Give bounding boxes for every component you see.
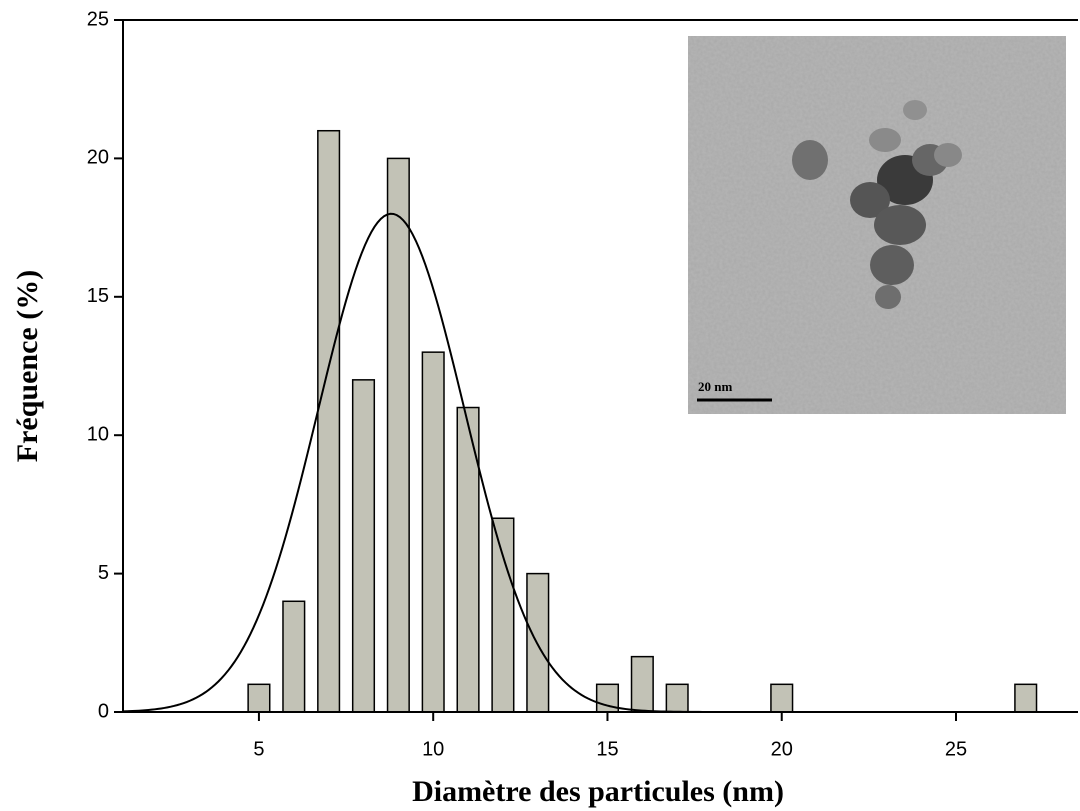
y-tick-label: 20	[87, 147, 109, 169]
bar	[1014, 683, 1038, 713]
inset-scale-label: 20 nm	[698, 379, 732, 394]
x-tick-label: 20	[771, 738, 793, 760]
y-tick-label: 0	[98, 700, 109, 722]
bar	[665, 683, 689, 713]
y-tick-label: 10	[87, 423, 109, 445]
x-tick-label: 5	[253, 738, 264, 760]
y-tick-label: 25	[87, 8, 109, 30]
y-axis-label: Fréquence (%)	[11, 270, 44, 462]
bar	[282, 600, 306, 713]
x-tick-label: 25	[945, 738, 967, 760]
bar	[630, 655, 654, 713]
x-tick-label: 10	[422, 738, 444, 760]
inset-image: 20 nm	[688, 36, 1066, 414]
y-tick-label: 15	[87, 285, 109, 307]
bar	[317, 129, 341, 713]
x-tick-label: 15	[596, 738, 618, 760]
x-axis-label: Diamètre des particules (nm)	[412, 775, 784, 808]
bar	[351, 379, 376, 713]
plot-frame	[122, 19, 1078, 713]
bar	[491, 517, 515, 713]
bar	[386, 157, 410, 713]
y-tick-label: 5	[98, 562, 109, 584]
bar	[770, 683, 794, 713]
bar	[247, 683, 271, 713]
bar	[421, 351, 445, 713]
